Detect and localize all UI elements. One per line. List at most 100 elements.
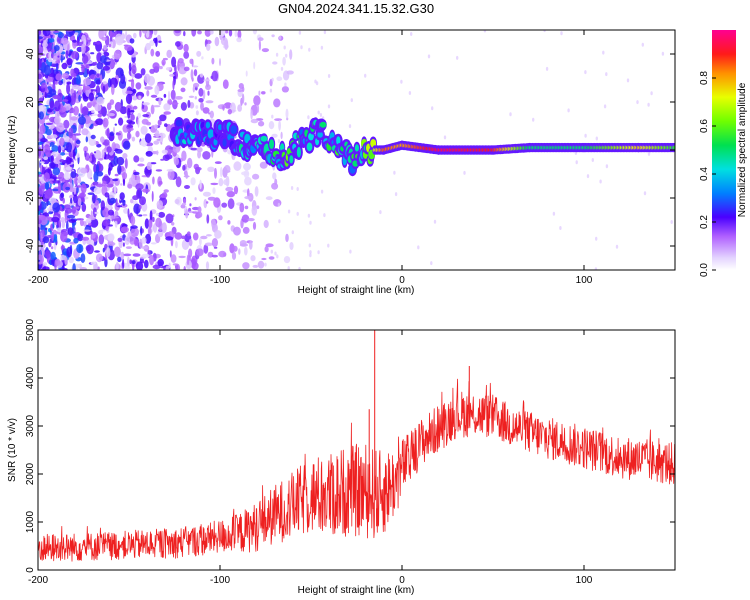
noise-blob xyxy=(39,161,45,164)
noise-blob xyxy=(86,68,90,75)
noise-blob xyxy=(83,229,91,232)
noise-blob xyxy=(139,204,142,210)
noise-blob xyxy=(308,243,311,248)
colorbar-axis: 0.0 0.2 0.4 0.6 0.8 xyxy=(699,71,716,277)
noise-blob xyxy=(219,167,223,178)
noise-blob xyxy=(250,118,259,124)
noise-blob xyxy=(198,98,204,103)
noise-blob xyxy=(78,94,81,102)
noise-blob xyxy=(233,161,242,171)
noise-blob xyxy=(309,250,312,255)
noise-blob xyxy=(127,124,134,128)
noise-blob xyxy=(197,206,202,214)
noise-blob xyxy=(66,81,72,85)
noise-blob xyxy=(48,89,57,96)
y-tick-label: 1000 xyxy=(25,510,36,533)
noise-blob xyxy=(56,122,65,133)
noise-blob xyxy=(165,67,172,71)
noise-blob xyxy=(73,237,79,244)
noise-blob xyxy=(75,62,84,65)
noise-blob xyxy=(47,207,51,211)
noise-blob xyxy=(626,78,630,83)
noise-blob xyxy=(239,202,245,213)
noise-blob xyxy=(222,79,229,89)
noise-blob xyxy=(72,151,76,160)
noise-blob xyxy=(277,202,281,207)
noise-blob xyxy=(184,185,190,189)
snr-frame xyxy=(37,329,676,571)
noise-blob xyxy=(636,100,639,105)
noise-blob xyxy=(51,216,60,223)
noise-blob xyxy=(132,88,137,94)
spectrogram-image xyxy=(38,30,675,270)
noise-blob xyxy=(135,130,140,138)
noise-blob xyxy=(76,46,83,53)
noise-blob xyxy=(197,30,202,35)
noise-blob xyxy=(55,109,60,120)
noise-blob xyxy=(595,136,598,141)
noise-blob xyxy=(152,264,161,270)
y-tick-label: 3000 xyxy=(25,414,36,437)
noise-blob xyxy=(138,214,143,217)
noise-blob xyxy=(140,225,143,236)
noise-blob xyxy=(80,64,84,67)
ridge-point xyxy=(336,136,341,145)
noise-blob xyxy=(180,102,187,111)
noise-blob xyxy=(256,205,260,210)
noise-blob xyxy=(244,196,252,200)
noise-blob xyxy=(183,30,186,37)
noise-blob xyxy=(320,189,324,194)
noise-blob xyxy=(193,82,200,88)
noise-blob xyxy=(125,90,133,95)
noise-blob xyxy=(42,236,50,244)
noise-blob xyxy=(193,69,198,77)
noise-blob xyxy=(55,73,63,81)
noise-blob xyxy=(595,236,598,241)
noise-blob xyxy=(278,120,281,131)
noise-blob xyxy=(249,240,253,250)
noise-blob xyxy=(115,149,123,154)
noise-blob xyxy=(148,218,153,229)
noise-blob xyxy=(140,68,146,76)
noise-blob xyxy=(393,170,396,175)
noise-blob xyxy=(605,72,608,77)
noise-blob xyxy=(286,70,294,75)
noise-blob xyxy=(73,194,78,204)
noise-blob xyxy=(211,57,215,65)
noise-blob xyxy=(53,234,58,240)
noise-blob xyxy=(38,171,42,175)
noise-blob xyxy=(149,126,152,129)
noise-blob xyxy=(199,179,202,190)
noise-blob xyxy=(60,231,68,243)
noise-blob xyxy=(38,111,45,120)
noise-blob xyxy=(144,73,151,84)
noise-blob xyxy=(291,230,294,235)
noise-blob xyxy=(83,146,89,153)
noise-blob xyxy=(154,124,158,130)
colorbar: 0.0 0.2 0.4 0.6 0.8 Normalized spectral ampl… xyxy=(699,30,748,277)
noise-blob xyxy=(274,178,278,186)
noise-blob xyxy=(320,45,324,50)
noise-blob xyxy=(102,219,111,227)
noise-blob xyxy=(308,47,311,52)
noise-blob xyxy=(268,121,275,130)
noise-blob xyxy=(232,245,238,252)
noise-blob xyxy=(87,37,91,40)
noise-blob xyxy=(133,203,141,215)
noise-blob xyxy=(131,173,136,185)
noise-blob xyxy=(150,242,157,245)
noise-blob xyxy=(241,214,250,223)
noise-blob xyxy=(190,177,196,186)
noise-blob xyxy=(66,83,71,95)
noise-blob xyxy=(133,238,139,247)
noise-blob xyxy=(483,30,487,33)
snr-xlabel: Height of straight line (km) xyxy=(298,585,415,596)
noise-blob xyxy=(42,262,48,266)
noise-blob xyxy=(109,32,116,38)
noise-blob xyxy=(129,259,132,265)
noise-blob xyxy=(244,102,247,106)
noise-blob xyxy=(185,172,189,179)
noise-blob xyxy=(113,218,122,222)
noise-blob xyxy=(72,263,76,270)
noise-blob xyxy=(274,118,283,121)
